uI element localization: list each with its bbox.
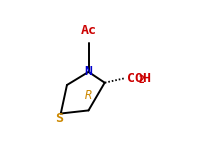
Text: Ac: Ac bbox=[81, 23, 97, 37]
Text: N: N bbox=[85, 65, 93, 78]
Text: 2: 2 bbox=[139, 75, 144, 85]
Text: R: R bbox=[85, 89, 92, 102]
Text: S: S bbox=[55, 112, 63, 125]
Text: H: H bbox=[142, 72, 150, 85]
Text: CO: CO bbox=[127, 72, 143, 85]
